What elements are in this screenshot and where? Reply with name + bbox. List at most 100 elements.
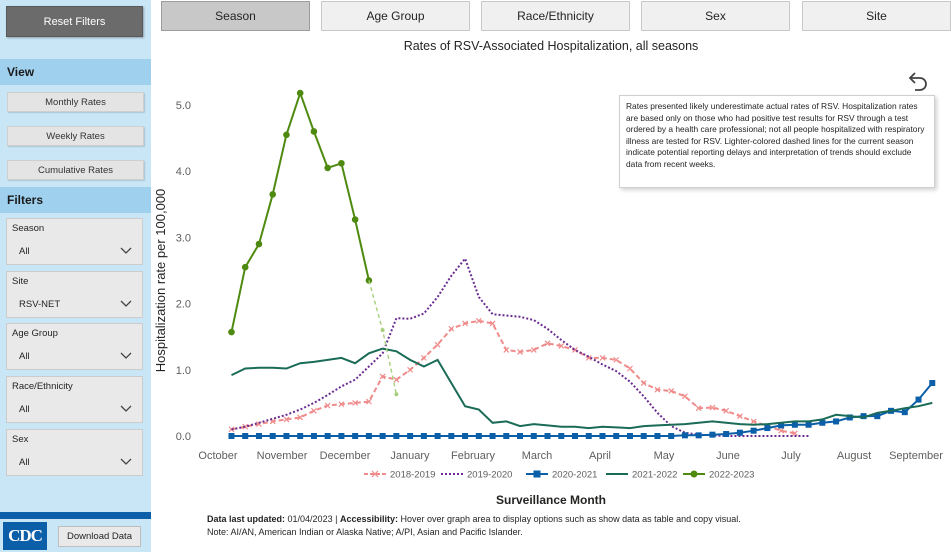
cumulative-rates-button[interactable]: Cumulative Rates <box>7 160 144 180</box>
x-tick-label: March <box>522 450 553 462</box>
footer-note: Note: AI/AN, American Indian or Alaska N… <box>207 527 523 537</box>
site-value: RSV-NET <box>19 299 61 310</box>
x-tick-label: February <box>451 450 496 462</box>
tab-age-group[interactable]: Age Group <box>321 1 470 31</box>
series-marker-2018-2019 <box>750 418 757 425</box>
legend-marker-2020-2021 <box>533 470 541 478</box>
download-data-button[interactable]: Download Data <box>58 526 141 547</box>
series-marker-2020-2021 <box>544 433 551 439</box>
series-marker-2022-2023 <box>351 216 359 223</box>
series-marker-2018-2019 <box>338 401 345 408</box>
series-marker-2022-2023 <box>324 164 331 172</box>
legend-label: 2022-2023 <box>709 470 754 481</box>
series-marker-2018-2019 <box>654 386 661 393</box>
series-marker-2018-2019 <box>503 347 510 353</box>
series-marker-2020-2021 <box>379 433 386 439</box>
series-marker-2020-2021 <box>695 432 702 439</box>
x-tick-label: December <box>320 450 371 462</box>
y-axis-label: Hospitalization rate per 100,000 <box>153 189 168 373</box>
series-marker-2020-2021 <box>681 432 688 439</box>
series-marker-2020-2021 <box>310 433 317 439</box>
series-marker-2020-2021 <box>833 418 840 425</box>
series-marker-2020-2021 <box>283 433 290 439</box>
season-dropdown[interactable]: Season All <box>6 218 143 265</box>
series-marker-2020-2021 <box>613 433 620 439</box>
undo-icon[interactable] <box>906 69 930 93</box>
series-marker-2018-2019 <box>599 354 606 361</box>
series-marker-2020-2021 <box>929 380 936 387</box>
x-tick-label: August <box>837 450 871 462</box>
y-tick-label: 0.0 <box>176 431 191 443</box>
season-label: Season <box>12 223 45 234</box>
series-marker-2022-2023 <box>283 131 290 139</box>
tab-season[interactable]: Season <box>161 1 310 31</box>
series-marker-2020-2021 <box>324 433 331 439</box>
sex-dropdown[interactable]: Sex All <box>6 429 143 476</box>
series-marker-2022-2023 <box>338 159 345 167</box>
series-line-2018-2019 <box>231 319 796 435</box>
series-marker-2018-2019 <box>297 414 304 421</box>
reset-filters-button[interactable]: Reset Filters <box>6 6 143 37</box>
race-ethnicity-dropdown[interactable]: Race/Ethnicity All <box>6 376 143 423</box>
x-axis-label: Surveillance Month <box>496 493 606 507</box>
tab-sex[interactable]: Sex <box>641 1 790 31</box>
series-marker-2020-2021 <box>297 433 304 439</box>
series-marker-2018-2019 <box>283 416 290 423</box>
filters-section-title: Filters <box>0 187 151 213</box>
series-marker-2022-2023 <box>241 263 249 271</box>
series-marker-2020-2021 <box>462 433 469 439</box>
series-marker-2022-2023 <box>228 328 235 336</box>
series-marker-2020-2021 <box>599 433 606 439</box>
weekly-rates-button[interactable]: Weekly Rates <box>7 126 144 146</box>
chevron-down-icon <box>120 247 132 254</box>
legend-label: 2018-2019 <box>390 470 435 481</box>
tab-site[interactable]: Site <box>802 1 951 31</box>
series-marker-2022-2023 <box>269 191 277 198</box>
tab-race-ethnicity[interactable]: Race/Ethnicity <box>481 1 630 31</box>
series-marker-2020-2021 <box>269 433 276 439</box>
series-marker-2020-2021 <box>805 421 812 428</box>
series-marker-2018-2019 <box>558 343 565 349</box>
updated-label: Data last updated: <box>207 514 286 524</box>
age-group-dropdown[interactable]: Age Group All <box>6 323 143 370</box>
series-marker-2018-2019 <box>228 426 235 433</box>
site-dropdown[interactable]: Site RSV-NET <box>6 271 143 318</box>
sidebar-footer-bar <box>0 512 151 519</box>
legend-marker-2018-2019 <box>371 470 379 478</box>
chevron-down-icon <box>120 405 132 412</box>
series-marker-2020-2021 <box>901 409 908 416</box>
legend-marker-2022-2023 <box>690 470 698 478</box>
series-marker-2018-2019 <box>613 356 620 363</box>
series-marker-2018-2019 <box>736 413 743 420</box>
series-marker-2020-2021 <box>668 433 675 439</box>
series-dashed-marker-2022-2023 <box>380 328 385 333</box>
series-marker-2018-2019 <box>544 340 551 347</box>
series-marker-2020-2021 <box>860 413 867 420</box>
view-section-title: View <box>0 59 151 85</box>
race-ethnicity-value: All <box>19 404 30 415</box>
chevron-down-icon <box>120 458 132 465</box>
series-marker-2020-2021 <box>791 421 798 428</box>
series-marker-2018-2019 <box>778 427 785 434</box>
series-marker-2020-2021 <box>654 433 661 439</box>
series-marker-2018-2019 <box>475 317 482 324</box>
series-marker-2020-2021 <box>489 433 496 439</box>
cdc-logo: CDC <box>3 522 47 550</box>
series-marker-2020-2021 <box>242 433 249 439</box>
series-marker-2020-2021 <box>778 422 785 429</box>
series-line-2020-2021 <box>231 382 934 437</box>
x-tick-label: June <box>716 450 740 462</box>
series-marker-2020-2021 <box>640 433 647 439</box>
rsv-line-chart[interactable]: 0.0 1.0 2.0 3.0 4.0 5.0 Hospitalization rate p… <box>151 60 951 510</box>
updated-value: 01/04/2023 <box>287 514 333 524</box>
x-tick-label: July <box>781 450 801 462</box>
series-marker-2020-2021 <box>228 433 235 439</box>
series-marker-2020-2021 <box>819 419 826 426</box>
season-value: All <box>19 246 30 257</box>
monthly-rates-button[interactable]: Monthly Rates <box>7 92 144 112</box>
x-tick-label: April <box>589 450 611 462</box>
series-marker-2020-2021 <box>352 433 359 439</box>
series-line-2022-2023 <box>230 90 370 333</box>
series-marker-2018-2019 <box>420 354 427 361</box>
series-marker-2018-2019 <box>627 365 633 372</box>
